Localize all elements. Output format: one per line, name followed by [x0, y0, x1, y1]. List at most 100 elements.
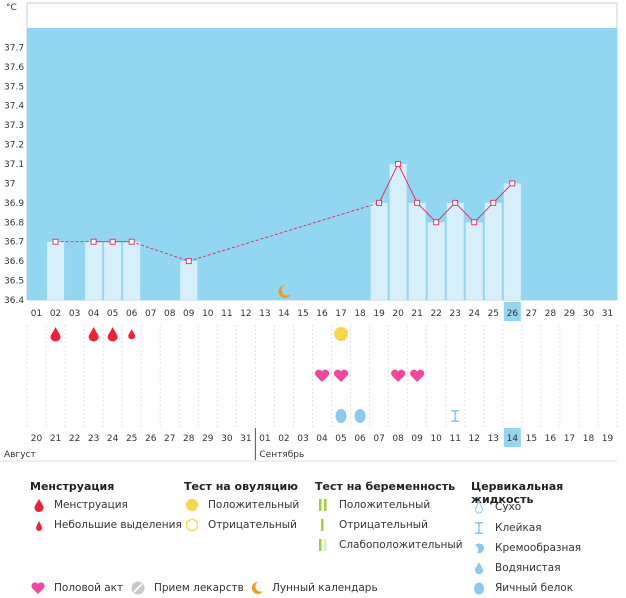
intercourse-heart — [410, 369, 425, 382]
grid-dot — [464, 417, 466, 419]
y-tick-label: 37 — [4, 179, 15, 189]
grid-dot — [102, 375, 104, 377]
grid-dot — [102, 354, 104, 356]
grid-dot — [540, 341, 542, 343]
y-tick-label: 37.6 — [4, 63, 24, 73]
grid-dot — [273, 341, 276, 343]
grid-dot — [292, 400, 295, 402]
grid-dot — [45, 392, 47, 394]
grid-dot — [483, 421, 485, 423]
grid-dot — [254, 425, 256, 427]
grid-dot — [140, 333, 142, 335]
grid-dot — [521, 425, 523, 427]
grid-dot — [216, 341, 218, 343]
grid-dot — [83, 379, 85, 381]
grid-dot — [330, 367, 333, 369]
grid-dot — [216, 379, 218, 381]
grid-dot — [540, 375, 542, 377]
grid-dot — [273, 350, 276, 352]
grid-dot — [330, 417, 333, 419]
grid-dot — [197, 367, 199, 369]
grid-dot — [330, 358, 333, 360]
grid-dot — [216, 375, 218, 377]
grid-dot — [521, 350, 523, 352]
grid-dot — [311, 413, 314, 415]
grid-dot — [407, 425, 409, 427]
grid-dot — [597, 379, 599, 381]
legend-moon-label: Лунный календарь — [272, 582, 378, 594]
grid-dot — [216, 417, 218, 419]
date-label: 07 — [373, 434, 384, 444]
eggwhite-drop-icon — [471, 581, 489, 595]
legend-cervical-sticky-label: Клейкая — [495, 522, 542, 534]
cervical-eggwhite-marker — [335, 409, 347, 423]
grid-dot — [197, 358, 199, 360]
grid-dot — [64, 413, 66, 415]
grid-dot — [26, 409, 28, 411]
grid-dot — [216, 358, 218, 360]
grid-dot — [502, 392, 504, 394]
grid-dot — [483, 425, 485, 427]
grid-dot — [121, 341, 123, 343]
grid-dot — [273, 367, 276, 369]
grid-dot — [102, 388, 104, 390]
legend-cervical-eggwhite-label: Яичный белок — [495, 582, 574, 594]
grid-dot — [521, 404, 523, 406]
grid-dot — [254, 337, 256, 339]
grid-dot — [464, 409, 466, 411]
grid-dot — [368, 409, 371, 411]
grid-dot — [578, 325, 580, 327]
grid-dot — [159, 392, 161, 394]
grid-dot — [292, 421, 295, 423]
bbt-chart: °C 37.7 37.6 37.5 37.4 37.3 37.2 37.1 37 36.9 36.8… — [0, 2, 618, 462]
grid-dot — [254, 367, 256, 369]
grid-dot — [254, 346, 256, 348]
intercourse-heart — [314, 369, 330, 382]
grid-dot — [64, 346, 66, 348]
cycle-day-label: 28 — [545, 309, 557, 319]
grid-dot — [311, 392, 314, 394]
grid-dot — [254, 329, 256, 331]
grid-dot — [235, 346, 237, 348]
grid-dot — [159, 383, 161, 385]
grid-dot — [64, 417, 66, 419]
grid-dot — [521, 346, 523, 348]
grid-dot — [521, 417, 523, 419]
grid-dot — [502, 400, 504, 402]
grid-dot — [559, 379, 561, 381]
grid-dot — [502, 325, 504, 327]
grid-dot — [426, 337, 428, 339]
grid-dot — [330, 388, 333, 390]
grid-dot — [597, 362, 599, 364]
grid-dot — [254, 409, 256, 411]
grid-dot — [388, 392, 390, 394]
date-label: 06 — [354, 434, 366, 444]
grid-dot — [407, 413, 409, 415]
grid-dot — [26, 337, 28, 339]
grid-dot — [159, 404, 161, 406]
grid-dot — [540, 404, 542, 406]
grid-dot — [311, 354, 314, 356]
grid-dot — [140, 379, 142, 381]
grid-dot — [330, 362, 333, 364]
cycle-day-label: 05 — [107, 309, 118, 319]
hourglass-icon — [471, 521, 489, 535]
grid-dot — [45, 325, 47, 327]
legend-ovulation-positive-label: Положительный — [208, 499, 300, 511]
grid-dot — [521, 388, 523, 390]
grid-dot — [159, 375, 161, 377]
grid-dot — [521, 392, 523, 394]
grid-dot — [540, 392, 542, 394]
cycle-day-label: 27 — [526, 309, 537, 319]
grid-dot — [159, 417, 161, 419]
grid-dot — [349, 362, 352, 364]
grid-dot — [140, 367, 142, 369]
grid-dot — [254, 325, 256, 327]
grid-dot — [483, 413, 485, 415]
grid-dot — [311, 341, 314, 343]
grid-dot — [578, 367, 580, 369]
grid-dot — [197, 417, 199, 419]
grid-dot — [330, 383, 333, 385]
grid-dot — [64, 371, 66, 373]
grid-dot — [45, 404, 47, 406]
